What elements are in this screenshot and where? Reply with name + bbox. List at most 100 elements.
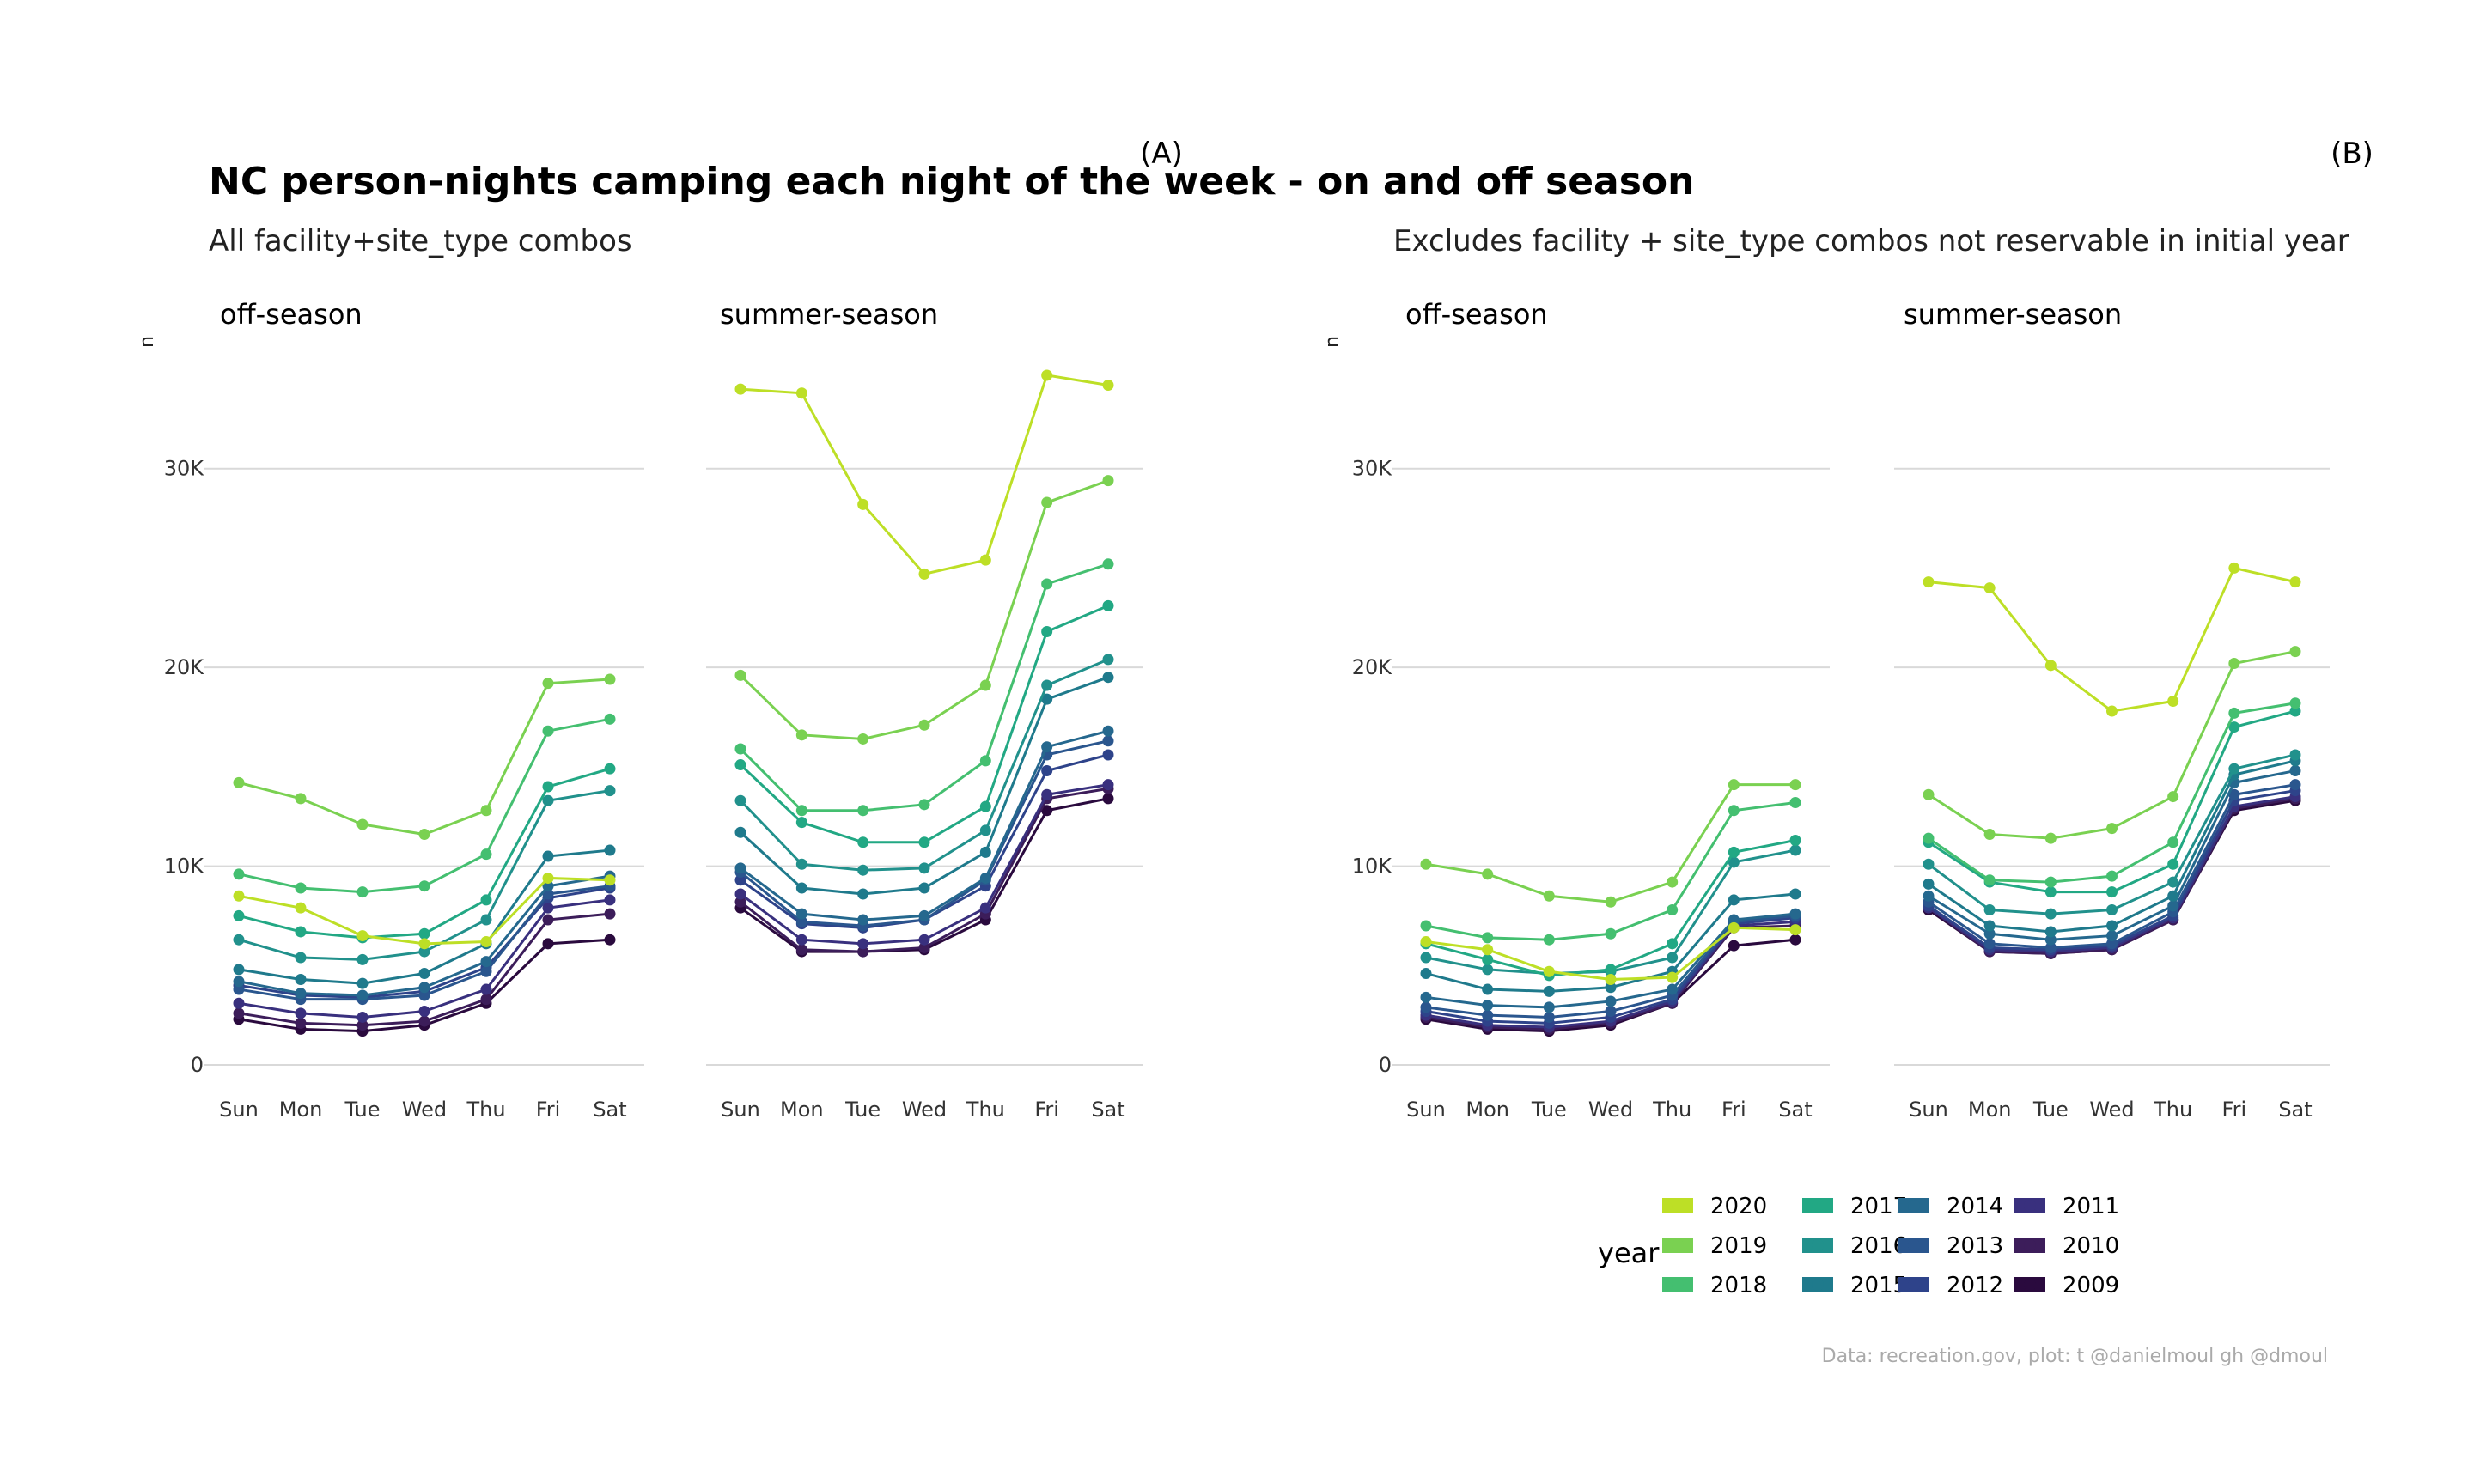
data-point — [1041, 625, 1053, 637]
data-point — [979, 846, 991, 858]
data-point — [418, 968, 430, 980]
data-point — [1923, 576, 1935, 588]
data-point — [2167, 876, 2179, 888]
legend-label: 2017 — [1850, 1194, 1907, 1219]
chart-title: NC person-nights camping each night of t… — [209, 160, 1694, 204]
facet-summer-season: summer-season Sun Mon Tue Wed Thu Fri Sat — [1894, 298, 2330, 1122]
x-tick-label: Sat — [1091, 1098, 1124, 1122]
series-2017 — [1923, 705, 2301, 898]
data-point — [1482, 964, 1494, 976]
series-2011 — [233, 894, 616, 1023]
data-point — [1605, 964, 1617, 976]
data-point — [1041, 693, 1053, 705]
legend-item-2009: 2009 — [2014, 1273, 2119, 1298]
legend-item-2017: 2017 — [1802, 1194, 1907, 1219]
legend-key-point — [1812, 1200, 1824, 1212]
data-point — [480, 936, 492, 948]
legend-item-2015: 2015 — [1802, 1273, 1907, 1298]
legend-key-point — [1672, 1239, 1684, 1251]
data-point — [734, 888, 746, 900]
data-point — [795, 908, 807, 920]
data-point — [542, 938, 554, 950]
data-point — [1983, 920, 1996, 932]
data-point — [480, 965, 492, 977]
x-tick-label: Sat — [2278, 1098, 2312, 1122]
facet-label: summer-season — [720, 298, 938, 331]
data-point — [2044, 832, 2057, 844]
data-point — [295, 926, 307, 938]
data-point — [857, 733, 869, 745]
x-tick-label: Sat — [1778, 1098, 1812, 1122]
data-point — [857, 914, 869, 926]
data-point — [795, 729, 807, 741]
series-2010 — [233, 908, 616, 1031]
data-point — [1667, 983, 1679, 995]
data-point — [233, 997, 245, 1009]
data-point — [1102, 558, 1114, 570]
data-point — [542, 781, 554, 793]
data-point — [1102, 599, 1114, 611]
data-point — [480, 805, 492, 817]
series-2016 — [233, 785, 616, 965]
data-point — [1728, 914, 1740, 926]
series-line — [238, 678, 611, 836]
y-axis-label: n — [137, 336, 158, 348]
data-point — [734, 896, 746, 908]
data-point — [857, 888, 869, 900]
data-point — [1605, 928, 1617, 940]
data-point — [1605, 982, 1617, 994]
data-point — [295, 902, 307, 914]
data-point — [542, 880, 554, 892]
data-point — [1605, 995, 1617, 1007]
data-point — [2228, 721, 2240, 733]
data-point — [2289, 576, 2301, 588]
legend-key-point — [1672, 1279, 1684, 1291]
legend-item-2013: 2013 — [1898, 1233, 2003, 1259]
data-point — [356, 989, 369, 1001]
data-point — [2106, 705, 2118, 717]
data-point — [2289, 779, 2301, 791]
series-2020 — [734, 369, 1114, 580]
legend-label: 2014 — [1947, 1194, 2003, 1219]
series-line — [238, 767, 611, 940]
legend-item-2012: 2012 — [1898, 1273, 2003, 1298]
series-2017 — [233, 763, 616, 944]
data-point — [734, 383, 746, 395]
series-line — [739, 479, 1109, 740]
data-point — [604, 874, 616, 886]
data-point — [1667, 903, 1679, 915]
data-point — [918, 836, 930, 848]
data-point — [918, 799, 930, 811]
data-point — [480, 914, 492, 926]
legend-item-2016: 2016 — [1802, 1233, 1907, 1259]
data-point — [295, 1007, 307, 1019]
data-point — [1605, 896, 1617, 908]
x-tick-label: Wed — [1588, 1098, 1633, 1122]
data-point — [2044, 876, 2057, 888]
data-point — [979, 554, 991, 566]
x-tick-label: Mon — [279, 1098, 323, 1122]
facet-summer-season: summer-season Sun Mon Tue Wed Thu Fri Sat — [706, 298, 1143, 1122]
data-point — [1420, 968, 1432, 980]
series-line — [1928, 709, 2296, 894]
data-point — [918, 862, 930, 874]
data-point — [1543, 985, 1555, 997]
legend-item-2018: 2018 — [1662, 1273, 1767, 1298]
data-point — [1102, 725, 1114, 737]
data-point — [2106, 823, 2118, 835]
series-line — [740, 374, 1109, 576]
legend-label: 2011 — [2063, 1194, 2119, 1219]
data-point — [1482, 983, 1494, 995]
legend-key-point — [1812, 1239, 1824, 1251]
series-2020 — [1923, 562, 2301, 717]
legend-label: 2016 — [1850, 1233, 1907, 1259]
data-point — [418, 1006, 430, 1018]
data-point — [795, 387, 807, 399]
data-point — [734, 743, 746, 755]
data-point — [1923, 890, 1935, 902]
data-point — [2106, 920, 2118, 932]
data-point — [1543, 965, 1555, 977]
data-point — [418, 928, 430, 940]
data-point — [734, 759, 746, 771]
